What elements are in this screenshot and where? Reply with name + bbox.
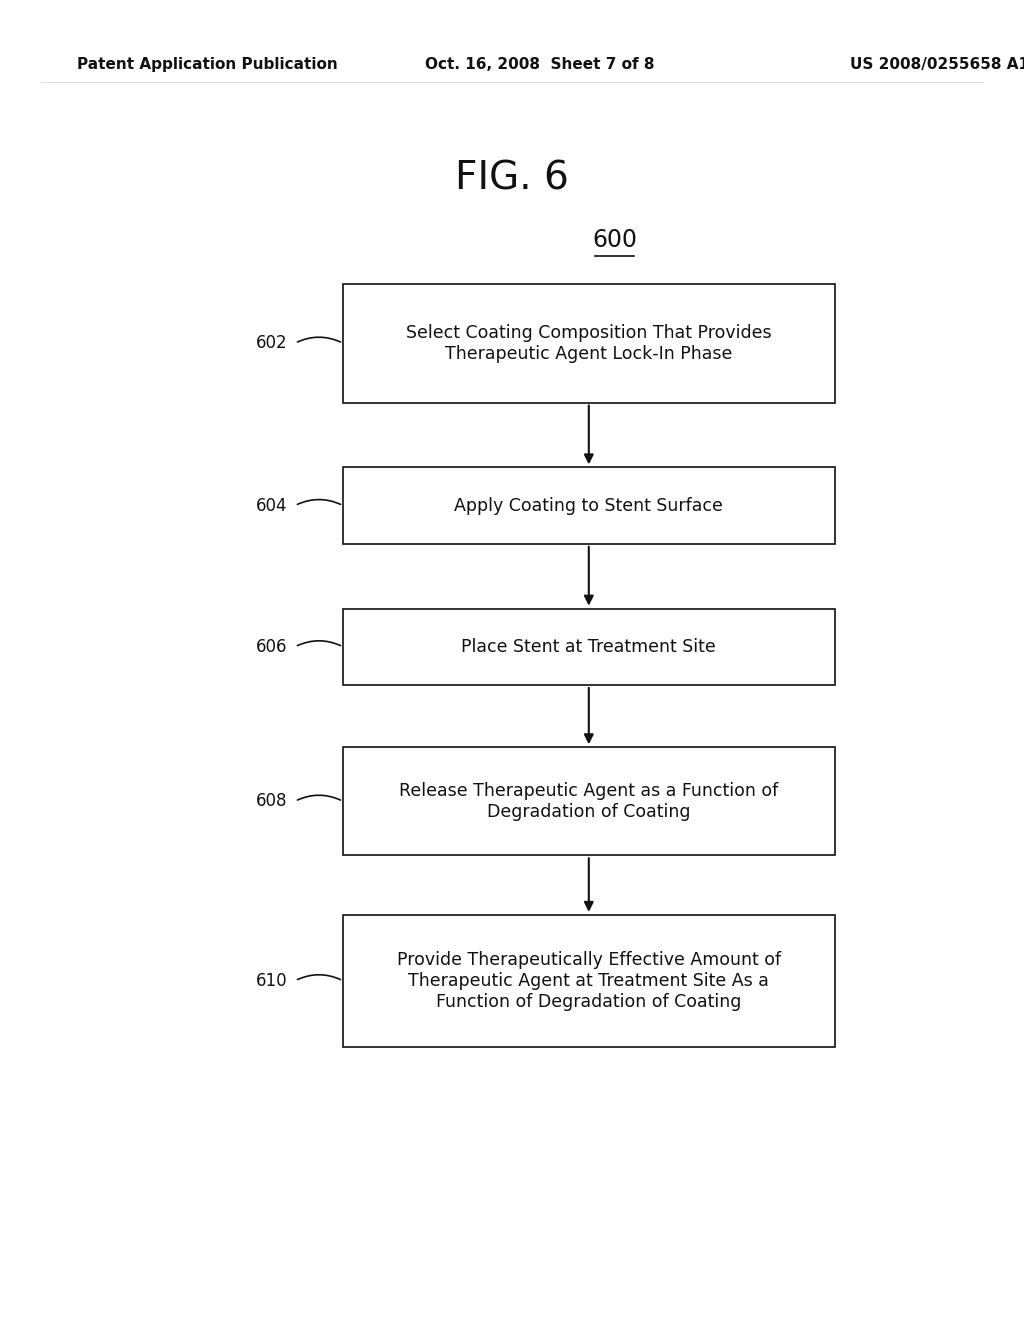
Text: Provide Therapeutically Effective Amount of
Therapeutic Agent at Treatment Site : Provide Therapeutically Effective Amount…: [396, 950, 781, 1011]
FancyBboxPatch shape: [343, 915, 835, 1047]
Text: 610: 610: [256, 972, 288, 990]
Text: 602: 602: [256, 334, 288, 352]
Text: Patent Application Publication: Patent Application Publication: [77, 57, 338, 73]
Text: Oct. 16, 2008  Sheet 7 of 8: Oct. 16, 2008 Sheet 7 of 8: [425, 57, 654, 73]
FancyBboxPatch shape: [343, 747, 835, 855]
FancyBboxPatch shape: [343, 609, 835, 685]
Text: 606: 606: [256, 638, 288, 656]
Text: Select Coating Composition That Provides
Therapeutic Agent Lock-In Phase: Select Coating Composition That Provides…: [406, 323, 772, 363]
Text: 604: 604: [256, 496, 288, 515]
Text: Apply Coating to Stent Surface: Apply Coating to Stent Surface: [455, 496, 723, 515]
Text: 608: 608: [256, 792, 288, 810]
Text: Place Stent at Treatment Site: Place Stent at Treatment Site: [462, 638, 716, 656]
Text: Release Therapeutic Agent as a Function of
Degradation of Coating: Release Therapeutic Agent as a Function …: [399, 781, 778, 821]
FancyBboxPatch shape: [343, 467, 835, 544]
Text: FIG. 6: FIG. 6: [455, 160, 569, 197]
Text: 600: 600: [592, 228, 637, 252]
FancyBboxPatch shape: [343, 284, 835, 403]
Text: US 2008/0255658 A1: US 2008/0255658 A1: [850, 57, 1024, 73]
